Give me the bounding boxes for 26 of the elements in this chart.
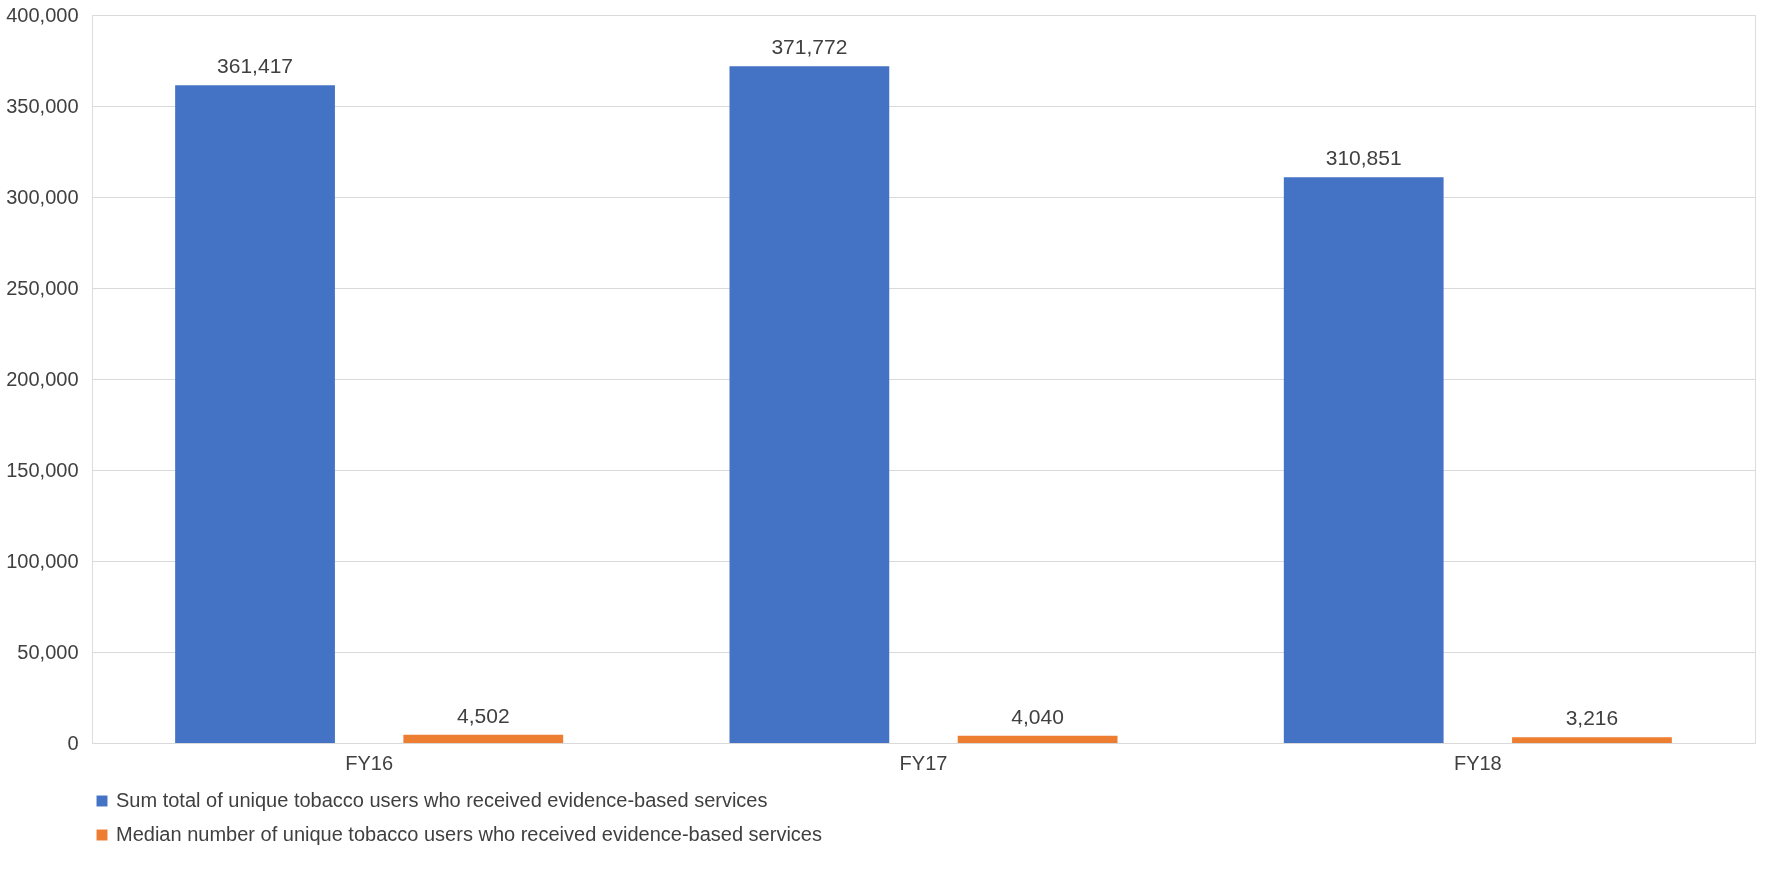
y-tick-label: 400,000 bbox=[6, 3, 79, 26]
y-tick-label: 250,000 bbox=[6, 276, 79, 299]
y-tick-label: 200,000 bbox=[6, 367, 79, 390]
bar bbox=[957, 735, 1118, 743]
y-tick-label: 50,000 bbox=[17, 640, 79, 663]
x-tick-label: FY18 bbox=[1453, 751, 1502, 774]
data-label: 371,772 bbox=[771, 35, 848, 59]
y-tick-label: 350,000 bbox=[6, 94, 79, 117]
y-tick-label: 0 bbox=[67, 731, 79, 754]
data-label: 4,040 bbox=[1011, 704, 1064, 728]
x-tick-label: FY16 bbox=[345, 751, 394, 774]
data-label: 361,417 bbox=[217, 54, 293, 78]
data-label: 310,851 bbox=[1325, 146, 1402, 170]
data-label: 3,216 bbox=[1565, 706, 1619, 730]
y-tick-label: 300,000 bbox=[6, 185, 79, 208]
data-label: 4,502 bbox=[457, 703, 510, 727]
bar bbox=[403, 734, 564, 743]
bar bbox=[175, 85, 335, 743]
bar bbox=[1512, 737, 1672, 743]
bar bbox=[729, 66, 890, 743]
bar bbox=[1283, 177, 1444, 743]
y-tick-label: 150,000 bbox=[6, 458, 79, 481]
y-tick-label: 100,000 bbox=[6, 549, 79, 572]
x-tick-label: FY17 bbox=[899, 751, 948, 774]
legend-label: Median number of unique tobacco users who received evidence-based services bbox=[116, 823, 822, 845]
legend-label: Sum total of unique tobacco users who received evidence-based services bbox=[116, 789, 768, 811]
